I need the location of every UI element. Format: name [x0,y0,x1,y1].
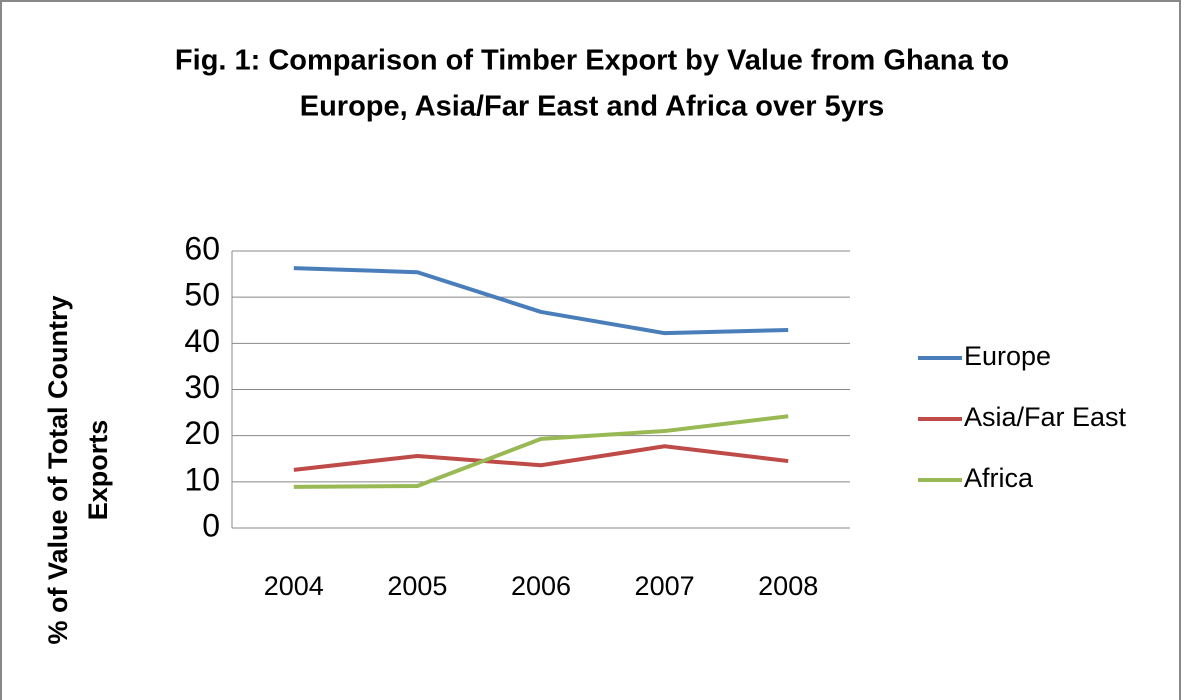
y-tick-label: 20 [184,415,220,451]
x-tick-label: 2006 [511,571,571,601]
y-axis-label: % of Value of Total Country [43,295,73,644]
y-tick-label: 10 [184,461,220,497]
chart-title: Fig. 1: Comparison of Timber Export by V… [175,45,1009,77]
legend-label: Europe [964,341,1051,371]
legend-label: Asia/Far East [964,402,1127,432]
series-line [293,414,789,489]
chart-title: Europe, Asia/Far East and Africa over 5y… [300,91,885,123]
y-tick-label: 50 [184,277,220,313]
series-line [293,444,789,472]
x-tick-label: 2005 [387,571,447,601]
y-tick-label: 0 [202,507,220,543]
y-tick-label: 30 [184,369,220,405]
y-tick-label: 40 [184,323,220,359]
y-tick-label: 60 [184,230,220,266]
legend-label: Africa [964,463,1034,493]
x-tick-label: 2008 [758,571,818,601]
x-tick-label: 2004 [264,571,324,601]
x-tick-label: 2007 [635,571,695,601]
y-axis-label: Exports [83,420,113,521]
series-line [293,266,789,336]
